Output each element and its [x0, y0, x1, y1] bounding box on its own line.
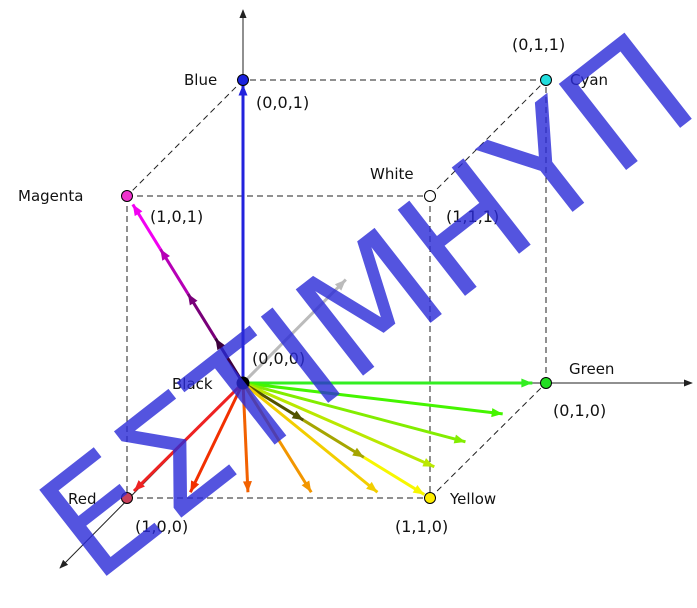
- vertex-yellow: [424, 492, 436, 504]
- color-vectors: [131, 84, 533, 496]
- vector-fan-7: [241, 382, 252, 493]
- coord-green: (0,1,0): [553, 401, 606, 420]
- label-magenta: Magenta: [18, 187, 83, 205]
- coord-black: (0,0,0): [252, 349, 305, 368]
- label-red: Red: [68, 490, 97, 508]
- vector-fan-5: [242, 381, 379, 494]
- coord-red: (1,0,0): [135, 517, 188, 536]
- label-white: White: [370, 165, 414, 183]
- label-black: Black: [172, 375, 213, 393]
- cube-edges: [126, 79, 547, 499]
- vertex-cyan: [540, 74, 552, 86]
- coord-blue: (0,0,1): [256, 93, 309, 112]
- vertex-blue: [237, 74, 249, 86]
- vector-magenta: [131, 203, 245, 384]
- vector-red: [132, 381, 245, 493]
- coord-yellow: (1,1,0): [395, 517, 448, 536]
- vertex-black: [236, 376, 250, 390]
- vector-blue: [238, 84, 248, 383]
- vector-fan-3: [242, 381, 435, 469]
- coord-cyan: (0,1,1): [512, 35, 565, 54]
- cube-vertices: [121, 74, 552, 504]
- vertex-coordinates: (0,0,1) (0,1,1) (1,0,1) (1,1,1) (0,0,0) …: [135, 35, 606, 536]
- label-blue: Blue: [184, 71, 217, 89]
- vertex-red: [121, 492, 133, 504]
- vertex-names: Blue Cyan Magenta White Black Green Red …: [18, 71, 614, 508]
- vector-fan-6: [241, 382, 313, 494]
- vertex-white: [424, 190, 436, 202]
- vector-fan-8: [189, 382, 245, 493]
- vector-green: [243, 378, 533, 388]
- coord-white: (1,1,1): [446, 207, 499, 226]
- label-green: Green: [569, 360, 614, 378]
- vector-fan-1: [242, 381, 503, 418]
- vertex-green: [540, 377, 552, 389]
- label-yellow: Yellow: [449, 490, 496, 508]
- label-cyan: Cyan: [570, 71, 608, 89]
- vector-gray: [241, 278, 347, 385]
- coord-magenta: (1,0,1): [150, 207, 203, 226]
- vector-yellow: [242, 381, 426, 496]
- vertex-magenta: [121, 190, 133, 202]
- watermark: ΕΣΤΙΜΗΥΠ: [10, 1, 697, 608]
- vector-fan-2: [242, 381, 466, 444]
